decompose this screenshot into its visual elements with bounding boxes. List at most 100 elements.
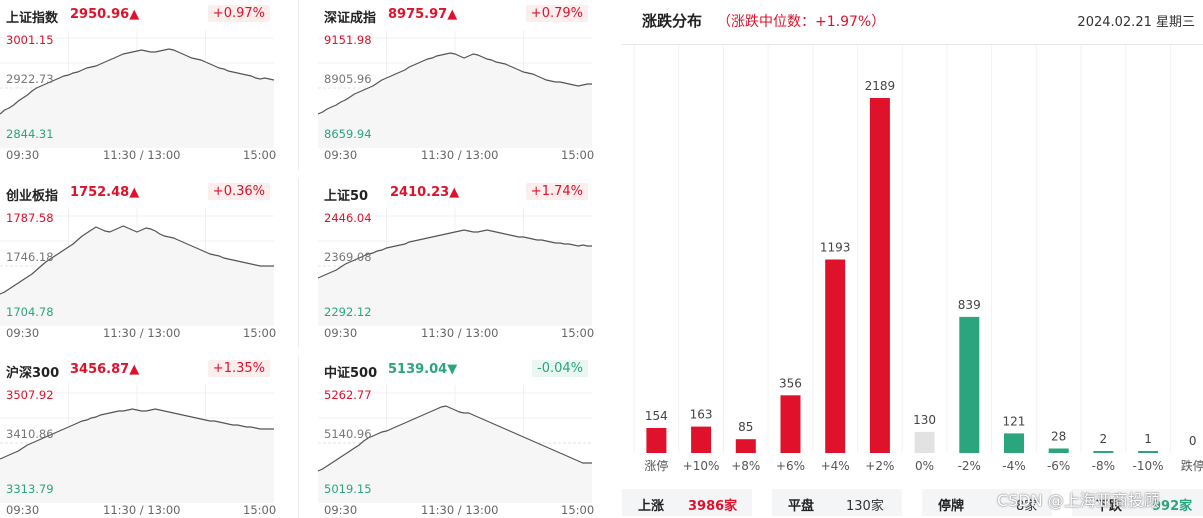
bar-category-label: 涨停 bbox=[644, 458, 668, 473]
time-tick: 11:30 / 13:00 bbox=[421, 148, 499, 162]
time-tick: 11:30 / 13:00 bbox=[421, 503, 499, 517]
index-name: 沪深300 bbox=[6, 366, 60, 381]
distribution-bar[interactable] bbox=[914, 431, 935, 453]
summary-flat: 平盘 130家 bbox=[772, 489, 902, 516]
time-tick: 11:30 / 13:00 bbox=[421, 326, 499, 340]
index-change-badge: +1.35% bbox=[207, 360, 270, 377]
distribution-bar[interactable] bbox=[825, 259, 846, 454]
bar-category-label: +8% bbox=[731, 459, 760, 473]
index-value: 2410.23▲ bbox=[390, 185, 460, 200]
distribution-bar[interactable] bbox=[735, 439, 756, 453]
price-area bbox=[318, 230, 592, 326]
y-axis-mid: 2369.08 bbox=[324, 250, 372, 264]
panel-divider bbox=[298, 0, 299, 170]
index-header: 创业板指 1752.48▲ +0.36% bbox=[0, 178, 274, 208]
time-tick: 15:00 bbox=[243, 326, 277, 340]
distribution-bar[interactable] bbox=[646, 428, 667, 453]
distribution-bar[interactable] bbox=[1093, 451, 1114, 453]
index-name: 上证50 bbox=[324, 189, 369, 204]
bar-value-label: 1193 bbox=[820, 241, 851, 255]
halt-count: 8家 bbox=[1016, 499, 1038, 514]
y-axis-low: 8659.94 bbox=[324, 127, 372, 141]
panel-divider bbox=[298, 178, 299, 348]
time-axis: 09:30 11:30 / 13:00 15:00 bbox=[318, 326, 594, 342]
index-change-badge: +0.79% bbox=[525, 5, 588, 22]
summary-fall: 下跌 992家 bbox=[1072, 489, 1203, 516]
distribution-bar[interactable] bbox=[691, 426, 712, 453]
price-line bbox=[318, 405, 592, 472]
index-panel[interactable]: 沪深300 3456.87▲ +1.35% 3507.92 3410.86 3313.79… bbox=[0, 355, 276, 518]
bar-category-label: -10% bbox=[1133, 459, 1164, 473]
index-panel[interactable]: 创业板指 1752.48▲ +0.36% 1787.58 1746.18 1704.78 0… bbox=[0, 178, 277, 348]
bar-value-label: 130 bbox=[913, 413, 936, 427]
bar-value-label: 2 bbox=[1100, 432, 1108, 446]
index-name: 深证成指 bbox=[324, 11, 377, 26]
distribution-bar[interactable] bbox=[1004, 433, 1024, 453]
summary-halt: 停牌 8家 bbox=[922, 489, 1052, 516]
intraday-svg bbox=[0, 208, 274, 326]
bar-value-label: 163 bbox=[690, 408, 713, 422]
median-change-label: （涨跌中位数：+1.97%） bbox=[717, 14, 886, 30]
bar-value-label: 839 bbox=[958, 298, 981, 312]
time-tick: 11:30 / 13:00 bbox=[103, 148, 181, 162]
price-line bbox=[0, 408, 274, 460]
intraday-chart: 5262.77 5140.96 5019.15 bbox=[318, 385, 592, 503]
y-axis-high: 5262.77 bbox=[324, 388, 372, 402]
y-axis-high: 3507.92 bbox=[6, 388, 54, 402]
time-tick: 11:30 / 13:00 bbox=[103, 503, 181, 517]
index-header: 沪深300 3456.87▲ +1.35% bbox=[0, 355, 274, 385]
index-panel[interactable]: 深证成指 8975.97▲ +0.79% 9151.98 8905.96 8659.94 0… bbox=[318, 0, 594, 170]
distribution-bar[interactable] bbox=[959, 316, 980, 453]
bar-value-label: 85 bbox=[738, 420, 753, 434]
bar-category-label: 0% bbox=[915, 459, 934, 473]
time-tick: 09:30 bbox=[6, 148, 40, 162]
y-axis-mid: 8905.96 bbox=[324, 72, 372, 86]
flat-label: 平盘 bbox=[788, 499, 815, 514]
distribution-panel: 涨跌分布 （涨跌中位数：+1.97%） 2024.02.21 星期三 154 涨停… bbox=[622, 0, 1203, 518]
time-axis: 09:30 11:30 / 13:00 15:00 bbox=[318, 148, 594, 164]
summary-rise: 上涨 3986家 bbox=[622, 489, 752, 516]
index-change-badge: +0.97% bbox=[207, 5, 270, 22]
index-value: 3456.87▲ bbox=[70, 362, 140, 377]
bar-category-label: +6% bbox=[776, 459, 805, 473]
time-tick: 15:00 bbox=[561, 503, 595, 517]
index-panel[interactable]: 中证500 5139.04▼ -0.04% 5262.77 5140.96 5019.15… bbox=[318, 355, 595, 518]
bar-category-label: +10% bbox=[683, 459, 720, 473]
intraday-svg bbox=[0, 30, 274, 148]
distribution-bar[interactable] bbox=[869, 98, 890, 453]
price-area bbox=[318, 406, 592, 503]
rise-label: 上涨 bbox=[638, 499, 665, 514]
y-axis-high: 3001.15 bbox=[6, 33, 54, 47]
rise-count: 3986家 bbox=[688, 499, 738, 514]
time-axis: 09:30 11:30 / 13:00 15:00 bbox=[0, 148, 276, 164]
distribution-bar[interactable] bbox=[1048, 448, 1069, 454]
y-axis-high: 1787.58 bbox=[6, 211, 54, 225]
index-panel[interactable]: 上证50 2410.23▲ +1.74% 2446.04 2369.08 2292.12 0… bbox=[318, 178, 594, 348]
bar-value-label: 1 bbox=[1144, 432, 1152, 446]
intraday-svg bbox=[0, 385, 274, 503]
index-name: 上证指数 bbox=[6, 11, 59, 26]
bar-category-label: +4% bbox=[821, 459, 850, 473]
bar-category-label: -6% bbox=[1047, 459, 1070, 473]
bar-category-label: -8% bbox=[1092, 459, 1115, 473]
y-axis-mid: 2922.73 bbox=[6, 72, 54, 86]
bar-category-label: -4% bbox=[1002, 459, 1025, 473]
price-line bbox=[318, 52, 592, 115]
distribution-bar[interactable] bbox=[1138, 451, 1159, 453]
y-axis-high: 9151.98 bbox=[324, 33, 372, 47]
bar-value-label: 28 bbox=[1051, 430, 1066, 444]
index-header: 上证指数 2950.96▲ +0.97% bbox=[0, 0, 274, 30]
distribution-bar[interactable] bbox=[780, 395, 801, 453]
time-tick: 09:30 bbox=[324, 503, 358, 517]
bar-category-label: 跌停 bbox=[1181, 458, 1203, 473]
index-panels: 上证指数 2950.96▲ +0.97% 3001.15 2922.73 2844.31 0… bbox=[0, 0, 600, 518]
time-axis: 09:30 11:30 / 13:00 15:00 bbox=[0, 503, 276, 518]
bar-value-label: 121 bbox=[1002, 414, 1025, 428]
distribution-title: 涨跌分布 bbox=[642, 12, 703, 30]
y-axis-mid: 1746.18 bbox=[6, 250, 54, 264]
price-line bbox=[0, 48, 274, 115]
flat-count: 130家 bbox=[846, 499, 884, 514]
time-axis: 09:30 11:30 / 13:00 15:00 bbox=[0, 326, 277, 342]
index-panel[interactable]: 上证指数 2950.96▲ +0.97% 3001.15 2922.73 2844.31 0… bbox=[0, 0, 276, 170]
bar-value-label: 356 bbox=[779, 376, 802, 390]
